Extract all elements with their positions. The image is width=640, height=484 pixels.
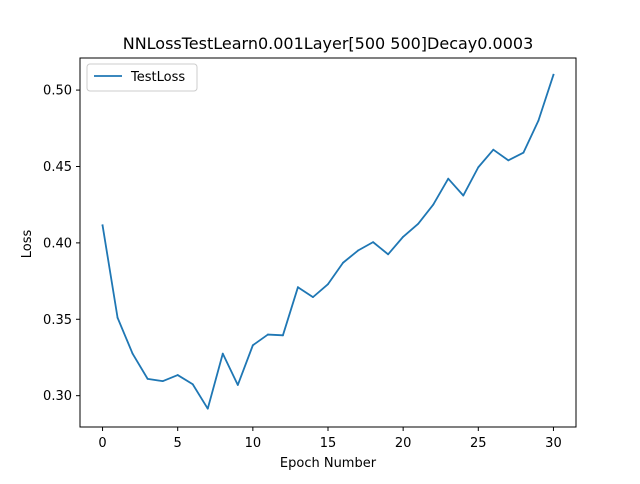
legend-label: TestLoss [130,70,185,85]
legend: TestLoss [86,63,198,92]
data-point [131,352,134,355]
legend-box [86,63,198,92]
series-layer [101,73,555,410]
x-tick-label: 15 [320,436,337,451]
y-tick-label: 0.35 [43,313,72,328]
data-point [387,253,390,256]
data-point [462,194,465,197]
data-point [342,261,344,264]
y-tick-label: 0.30 [43,389,72,404]
data-point [297,286,299,289]
y-axis: 0.30 0.35 0.40 0.45 0.50 [43,84,80,404]
data-point [176,374,179,376]
x-tick-label: 30 [545,436,562,451]
data-point [221,352,224,355]
x-tick-label: 5 [174,436,182,451]
y-tick-label: 0.40 [43,236,72,251]
data-point [266,333,269,336]
data-point [101,224,104,227]
data-point [251,344,254,347]
data-point [357,249,359,252]
data-point [116,316,119,319]
y-tick-label: 0.45 [43,160,72,175]
y-tick-label: 0.50 [43,84,72,99]
data-point [492,148,495,151]
data-point [522,151,525,154]
x-axis-label: Epoch Number [280,456,377,471]
x-tick-label: 0 [98,436,106,451]
data-point [507,159,510,162]
data-point [432,203,435,206]
data-point [236,384,239,386]
data-point [417,222,420,225]
data-point [372,241,374,244]
data-point [537,119,540,122]
chart-title: NNLossTestLearn0.001Layer[500 500]Decay0… [123,34,534,53]
data-point [312,296,314,299]
data-point [552,73,555,76]
data-point [282,334,284,337]
x-tick-label: 10 [245,436,262,451]
data-point [161,380,164,383]
data-point [447,177,450,180]
y-axis-label: Loss [20,230,35,259]
x-axis: 0 5 10 15 20 25 30 [98,427,562,451]
x-tick-label: 20 [395,436,412,451]
data-point [206,407,209,410]
data-point [327,283,329,286]
data-point [191,383,194,386]
data-point [477,166,480,169]
data-point [402,235,405,238]
data-point [146,377,149,380]
x-tick-label: 25 [470,436,487,451]
